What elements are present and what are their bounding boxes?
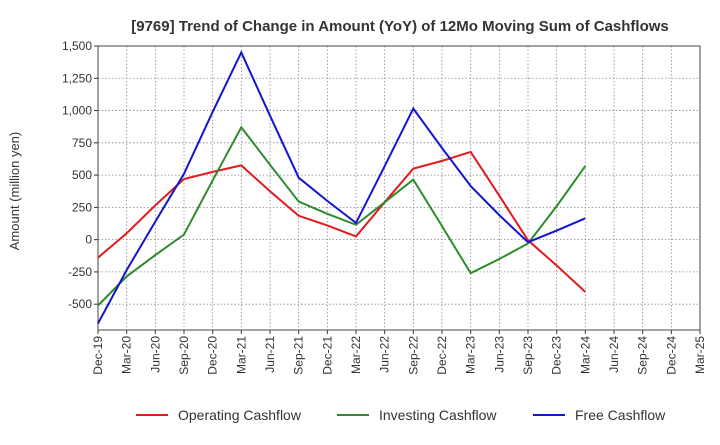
- x-tick-label: Jun-22: [378, 336, 392, 373]
- y-tick-label: -250: [68, 265, 92, 279]
- y-axis-label: Amount (million yen): [7, 132, 22, 251]
- free-cashflow-line: [97, 50, 586, 324]
- x-tick-label: Sep-23: [521, 336, 535, 375]
- x-tick-label: Sep-22: [406, 336, 420, 375]
- y-tick-label: 1,250: [62, 71, 92, 85]
- plot-area: 1,500 1,250 1,000 750 500 250 0 -250 -500 Dec-19 M…: [62, 39, 707, 375]
- investing-cashflow-legend-label: Investing Cashflow: [379, 407, 497, 423]
- x-tick-label: Dec-24: [664, 336, 678, 375]
- chart-title: [9769] Trend of Change in Amount (YoY) o…: [131, 18, 669, 35]
- x-tick-label: Dec-19: [91, 336, 105, 375]
- x-tick-label: Mar-21: [234, 336, 248, 374]
- x-tick-label: Dec-22: [435, 336, 449, 375]
- investing-cashflow-line: [97, 125, 587, 307]
- y-tick-label: 0: [85, 233, 92, 247]
- plot-background: [98, 46, 700, 330]
- plot-border: [97, 45, 701, 331]
- x-tick-label: Mar-22: [349, 336, 363, 374]
- x-tick-label: Jun-20: [148, 336, 162, 373]
- x-tick-label: Sep-20: [177, 336, 191, 375]
- x-tick-label: Jun-23: [492, 336, 506, 373]
- y-tick-label: -500: [68, 297, 92, 311]
- x-tick-label: Mar-25: [693, 336, 707, 374]
- y-tick-label: 750: [72, 136, 92, 150]
- x-tick-label: Mar-23: [464, 336, 478, 374]
- free-cashflow-legend-label: Free Cashflow: [575, 407, 666, 423]
- x-tick-label: Dec-21: [320, 336, 334, 375]
- x-tick-label: Mar-24: [578, 336, 592, 374]
- x-tick-label: Sep-21: [292, 336, 306, 375]
- operating-cashflow-legend-label: Operating Cashflow: [178, 407, 302, 423]
- x-tick-label: Sep-24: [636, 336, 650, 375]
- x-tick-label: Mar-20: [120, 336, 134, 374]
- y-tick-label: 500: [72, 168, 92, 182]
- x-tick-label: Jun-21: [263, 336, 277, 373]
- y-tick-label: 250: [72, 200, 92, 214]
- legend: Operating Cashflow Investing Cashflow Free…: [136, 407, 666, 423]
- y-tick-label: 1,000: [62, 104, 92, 118]
- x-tick-label: Dec-23: [550, 336, 564, 375]
- x-tick-label: Dec-20: [206, 336, 220, 375]
- x-tick-label: Jun-24: [607, 336, 621, 373]
- y-tick-label: 1,500: [62, 39, 92, 53]
